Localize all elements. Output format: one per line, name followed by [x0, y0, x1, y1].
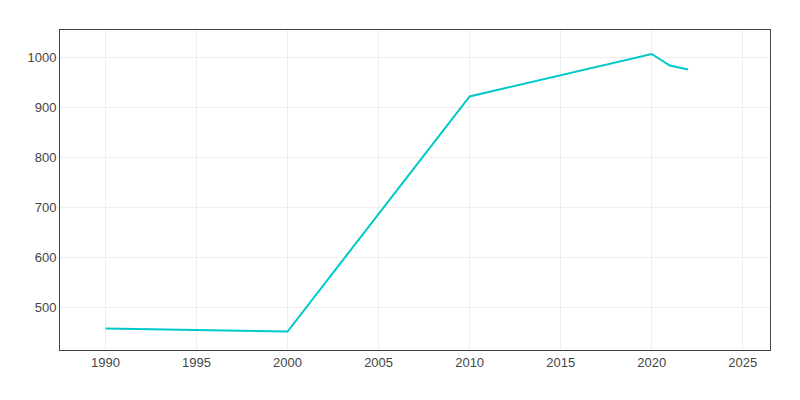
svg-text:2000: 2000: [273, 355, 302, 370]
svg-text:800: 800: [35, 150, 57, 165]
svg-text:2020: 2020: [637, 355, 666, 370]
svg-text:2010: 2010: [455, 355, 484, 370]
svg-text:1990: 1990: [91, 355, 120, 370]
svg-text:600: 600: [35, 250, 57, 265]
svg-text:2005: 2005: [364, 355, 393, 370]
svg-text:2015: 2015: [546, 355, 575, 370]
svg-text:500: 500: [35, 300, 57, 315]
svg-text:700: 700: [35, 200, 57, 215]
svg-text:1000: 1000: [27, 50, 56, 65]
svg-text:900: 900: [35, 100, 57, 115]
svg-text:2025: 2025: [728, 355, 757, 370]
svg-text:1995: 1995: [182, 355, 211, 370]
